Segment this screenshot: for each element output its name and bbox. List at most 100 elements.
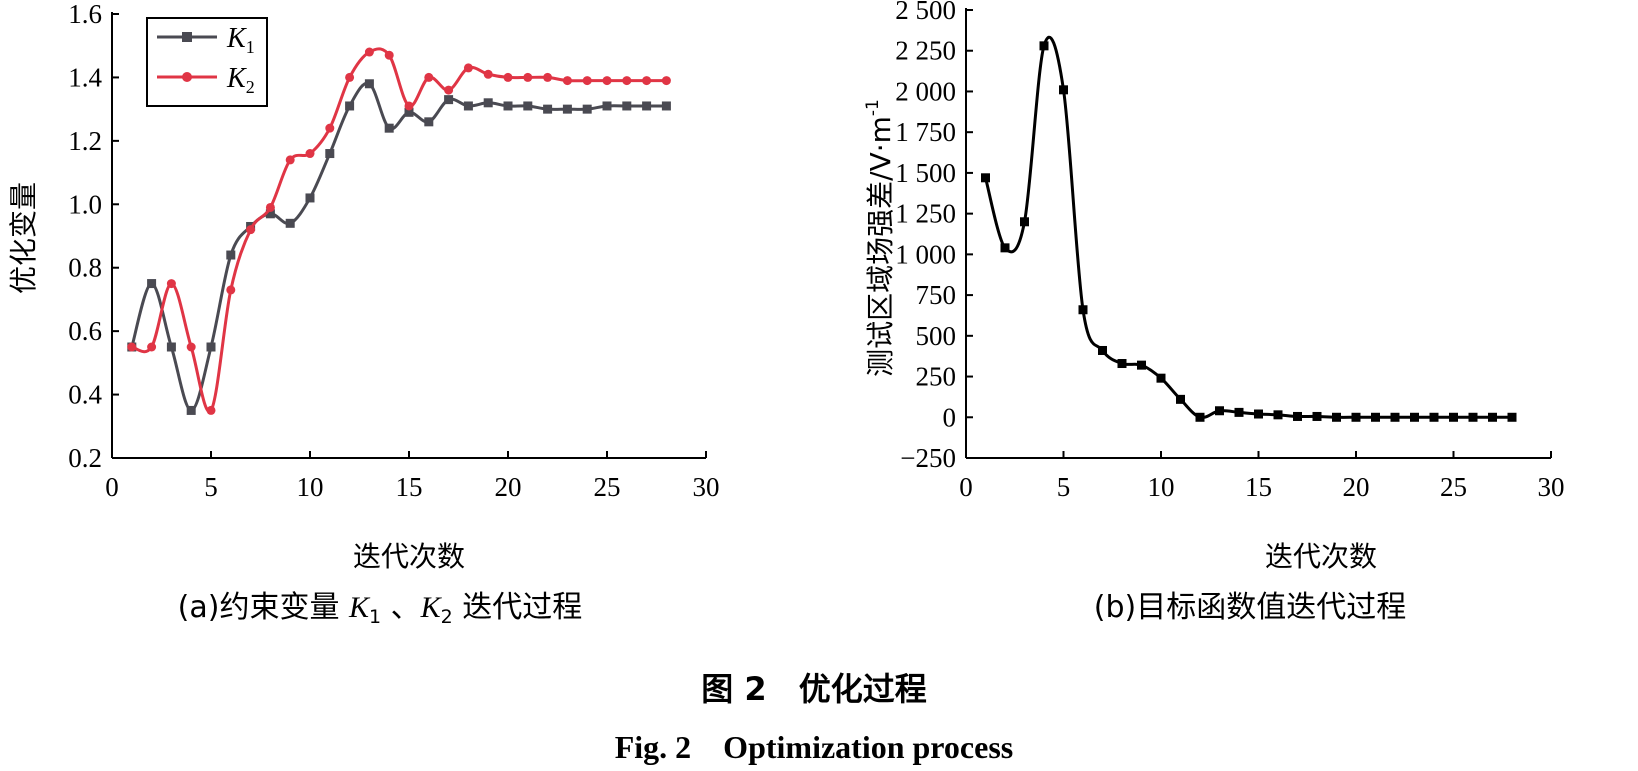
legend-box	[146, 17, 268, 107]
chart-b-y-tick-label: 2 250	[895, 36, 956, 66]
chart-a-series-2-point	[622, 76, 632, 86]
chart-a-y-tick-label: 0.2	[68, 443, 102, 473]
chart-a-series-1-point	[523, 101, 533, 111]
chart-a-series-2-point	[661, 76, 671, 86]
chart-b-series-1-point	[1488, 412, 1497, 422]
chart-a-y-tick-label: 0.4	[68, 380, 102, 410]
chart-b-series-1-point	[1020, 217, 1029, 227]
chart-a-series-2-point	[345, 72, 355, 82]
chart-a-series-2-point	[543, 72, 553, 82]
chart-a-series-2-point	[226, 285, 236, 295]
chart-b-x-tick-label: 0	[959, 472, 973, 502]
chart-a-series-1-point	[226, 250, 236, 260]
chart-a-y-tick-label: 1.6	[68, 0, 102, 29]
chart-a-series-1-point	[186, 405, 196, 415]
chart-a-series-1-point	[582, 104, 592, 114]
chart-b-y-tick-label: 2 500	[895, 0, 956, 25]
chart-a-legend: K1 K2	[146, 17, 268, 107]
chart-b-series-1-point	[1371, 412, 1380, 422]
chart-a-series-2-point	[127, 342, 137, 352]
chart-a-series-2-point	[265, 202, 275, 212]
chart-a-series-1-point	[364, 79, 374, 89]
chart-b-x-tick-label: 15	[1245, 472, 1272, 502]
chart-b-xlabel: 迭代次数	[1265, 540, 1377, 573]
chart-b-x-tick-label: 30	[1538, 472, 1565, 502]
chart-a-series-1-point	[602, 101, 612, 111]
chart-a-series-2-point	[384, 50, 394, 60]
chart-b-caption: (b)目标函数值迭代过程	[1094, 590, 1406, 625]
chart-a-series-1-point	[384, 123, 394, 133]
chart-a-series-1-point	[265, 209, 275, 219]
legend-k2-label: K2	[226, 63, 255, 97]
chart-a-series-1-point	[404, 107, 414, 117]
chart-a-series-1-point	[562, 104, 572, 114]
chart-a-series-1-point	[325, 149, 335, 159]
chart-a-x-tick-label: 5	[204, 472, 218, 502]
chart-b-x-tick-label: 10	[1148, 472, 1175, 502]
chart-a-series-1-point	[305, 193, 315, 203]
chart-a-series	[127, 47, 671, 415]
chart-a-series-2-point	[404, 101, 414, 111]
chart-b-y-tick-label: 750	[916, 280, 957, 310]
chart-b-series-1-point	[1195, 412, 1205, 422]
chart-b-series-1-point	[1468, 412, 1478, 422]
chart-a-y-tick-label: 0.8	[68, 253, 102, 283]
chart-a-x-tick-label: 10	[297, 472, 324, 502]
chart-b-series-1-point	[1176, 394, 1185, 404]
chart-a-series-1-point	[483, 98, 493, 108]
chart-a-series-2-point	[305, 149, 315, 159]
chart-b-ylabel: 测试区域场强差/V·m-1	[863, 99, 897, 377]
chart-a-y-tick-label: 0.6	[68, 316, 102, 346]
chart-b-series-1-point	[1059, 85, 1068, 95]
chart-a-x-tick-label: 20	[495, 472, 522, 502]
chart-a-series-2-point	[602, 76, 612, 86]
chart-b-y-tick-label: 0	[943, 402, 957, 432]
chart-b-series-1-point	[1098, 345, 1107, 355]
chart-a-series-1-point	[424, 117, 434, 127]
chart-b-series-1-point	[1215, 406, 1224, 416]
chart-a-tick-labels: 0 5 10 15 20 25 30 0.2 0.4 0.6 0.8 1.0 1.2 1.4 1.6	[68, 0, 719, 502]
chart-b-series-1-point	[981, 173, 990, 183]
chart-a-series-1-point	[622, 101, 632, 111]
chart-a-series-2-point	[186, 342, 196, 352]
chart-a-series-1-point	[642, 101, 652, 111]
chart-a-series-1-point	[503, 101, 513, 111]
chart-b-series-1-point	[1137, 360, 1146, 370]
chart-b-y-tick-label: 1 500	[895, 158, 956, 188]
chart-b-series-1-point	[1293, 411, 1302, 421]
chart-a-series-2-point	[562, 76, 572, 86]
chart-b-y-tick-label: 250	[916, 362, 957, 392]
chart-a-series-2-point	[582, 76, 592, 86]
chart-b-series-1-point	[1039, 41, 1049, 51]
chart-b-series-1-point	[1410, 412, 1419, 422]
chart-b-series-1-point	[1234, 407, 1244, 417]
chart-b-series-1-point	[1273, 410, 1283, 420]
chart-b-series-1-point	[1351, 412, 1361, 422]
chart-a-series-2-point	[325, 123, 335, 133]
figure-title-en: Fig. 2 Optimization process	[615, 729, 1014, 765]
chart-b-y-tick-label: 1 250	[895, 199, 956, 229]
chart-a-x-tick-label: 0	[105, 472, 119, 502]
chart-b-series	[981, 35, 1517, 422]
chart-b-series-1-point	[1507, 412, 1517, 422]
chart-b-series-1-point	[1117, 359, 1127, 369]
chart-b-x-tick-label: 20	[1343, 472, 1370, 502]
chart-a-xlabel: 迭代次数	[353, 540, 465, 573]
chart-a-x-tick-label: 30	[693, 472, 720, 502]
chart-b-axes	[965, 8, 1552, 459]
legend-k1-marker	[182, 32, 192, 42]
chart-a-series-1-point	[166, 342, 176, 352]
chart-a-series-2-point	[364, 47, 374, 57]
chart-b-y-tick-label: 2 000	[895, 76, 956, 106]
chart-b-series-1-point	[1078, 305, 1088, 315]
chart-a: 0 5 10 15 20 25 30 0.2 0.4 0.6 0.8 1.0 1.2 1.4 1.6 迭代次…	[7, 0, 720, 628]
chart-a-x-tick-label: 25	[594, 472, 621, 502]
chart-a-series-2-point	[483, 69, 493, 79]
chart-a-series-1-point	[543, 104, 553, 114]
chart-a-series-2-point	[642, 76, 652, 86]
chart-a-series-2-point	[147, 342, 157, 352]
chart-b-series-1-point	[1000, 243, 1010, 253]
chart-a-series-2-point	[206, 405, 216, 415]
